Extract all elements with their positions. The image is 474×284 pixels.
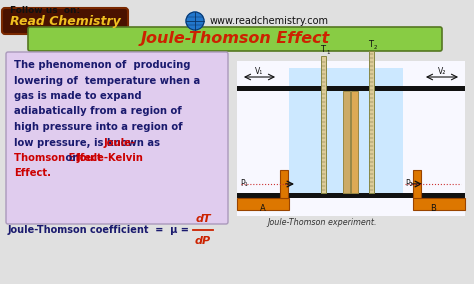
FancyBboxPatch shape bbox=[28, 27, 442, 51]
Bar bbox=[237, 61, 465, 216]
Bar bbox=[351, 91, 358, 193]
Text: or: or bbox=[63, 153, 81, 163]
Text: V₁: V₁ bbox=[255, 67, 264, 76]
Bar bbox=[237, 193, 465, 198]
Text: dP: dP bbox=[195, 236, 211, 246]
Bar bbox=[280, 170, 288, 198]
Circle shape bbox=[186, 12, 204, 30]
Text: A: A bbox=[260, 204, 266, 213]
Text: The phenomenon of  producing: The phenomenon of producing bbox=[14, 60, 191, 70]
Text: 1: 1 bbox=[326, 50, 329, 55]
Text: P₂: P₂ bbox=[405, 179, 413, 188]
Text: Read Chemistry: Read Chemistry bbox=[9, 14, 120, 28]
Bar bbox=[289, 68, 403, 198]
Text: T: T bbox=[368, 40, 374, 49]
Text: Joule-Thomson coefficient  =  μ =: Joule-Thomson coefficient = μ = bbox=[8, 225, 190, 235]
Text: dT: dT bbox=[195, 214, 211, 224]
FancyBboxPatch shape bbox=[6, 52, 228, 224]
Text: gas is made to expand: gas is made to expand bbox=[14, 91, 142, 101]
Text: lowering of  temperature when a: lowering of temperature when a bbox=[14, 76, 200, 85]
Text: V₂: V₂ bbox=[438, 67, 446, 76]
Bar bbox=[413, 170, 421, 198]
Text: low pressure, is known as: low pressure, is known as bbox=[14, 137, 164, 147]
Text: adiabatically from a region of: adiabatically from a region of bbox=[14, 106, 182, 116]
Bar bbox=[237, 86, 465, 91]
Text: high pressure into a region of: high pressure into a region of bbox=[14, 122, 182, 132]
Text: Joule-Thomson Effect: Joule-Thomson Effect bbox=[140, 32, 329, 47]
Text: Follow us  on:: Follow us on: bbox=[10, 6, 80, 15]
Text: Thomson Effect: Thomson Effect bbox=[14, 153, 102, 163]
Bar bbox=[321, 56, 326, 193]
Text: P₁: P₁ bbox=[240, 179, 247, 188]
Bar bbox=[369, 51, 374, 193]
Text: Effect.: Effect. bbox=[14, 168, 51, 179]
Text: 2: 2 bbox=[374, 45, 377, 50]
Text: B: B bbox=[430, 204, 436, 213]
Text: Joule-Kelvin: Joule-Kelvin bbox=[76, 153, 143, 163]
Text: T: T bbox=[320, 45, 326, 54]
FancyBboxPatch shape bbox=[2, 8, 128, 34]
Text: Joule-: Joule- bbox=[104, 137, 136, 147]
Bar bbox=[237, 198, 289, 210]
Bar bbox=[343, 91, 350, 193]
Bar bbox=[413, 198, 465, 210]
Text: Joule-Thomson experiment.: Joule-Thomson experiment. bbox=[267, 218, 376, 227]
Text: www.readchemistry.com: www.readchemistry.com bbox=[210, 16, 329, 26]
